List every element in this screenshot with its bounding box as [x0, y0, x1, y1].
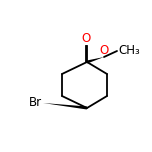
Text: O: O: [82, 31, 91, 45]
Text: O: O: [99, 43, 109, 57]
Text: CH₃: CH₃: [118, 44, 140, 57]
Text: Br: Br: [29, 96, 42, 109]
Polygon shape: [87, 57, 104, 63]
Polygon shape: [43, 103, 87, 109]
